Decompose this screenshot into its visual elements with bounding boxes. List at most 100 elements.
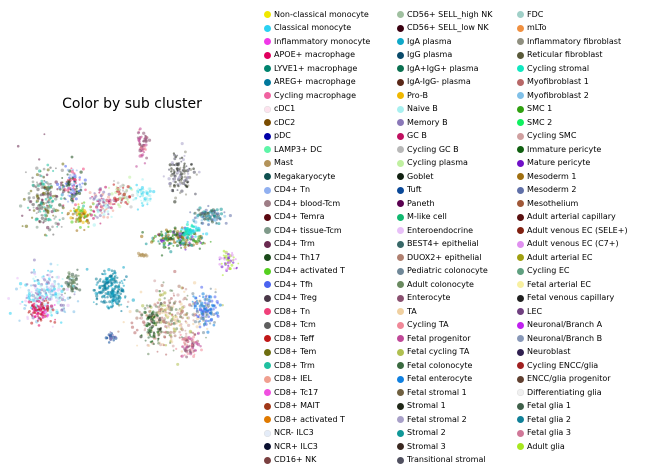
scatter-point (39, 312, 43, 316)
scatter-point (190, 304, 193, 308)
scatter-point (31, 304, 34, 307)
scatter-point (183, 354, 186, 357)
scatter-point (49, 166, 52, 169)
scatter-point (161, 289, 164, 292)
scatter-point (194, 227, 197, 230)
scatter-point (193, 320, 198, 324)
scatter-point (137, 131, 141, 134)
scatter-point (46, 225, 50, 230)
scatter-point (98, 191, 101, 194)
scatter-point (101, 287, 105, 291)
legend-item: Tuft (397, 184, 492, 198)
scatter-point (224, 256, 227, 259)
scatter-point (24, 304, 28, 307)
scatter-point (92, 210, 96, 213)
scatter-point (104, 287, 106, 290)
legend-label: CD4+ Tn (274, 185, 311, 195)
legend-item: APOE+ macrophage (264, 49, 370, 63)
scatter-point (35, 166, 39, 170)
scatter-point (70, 182, 73, 186)
scatter-point (170, 161, 174, 165)
scatter-point (149, 340, 153, 344)
scatter-point (180, 328, 184, 332)
scatter-point (139, 154, 142, 157)
scatter-point (70, 286, 74, 289)
scatter-point (198, 313, 201, 317)
scatter-point (52, 287, 56, 291)
legend-marker (397, 51, 404, 59)
scatter-point (102, 300, 105, 304)
scatter-point (49, 262, 53, 266)
legend-item: Adult venous EC (SELE+) (517, 224, 628, 238)
legend-label: CD8+ Tcm (274, 320, 316, 330)
scatter-point (36, 187, 40, 192)
scatter-point (64, 182, 68, 185)
scatter-point (144, 139, 148, 143)
legend-item: FDC (517, 8, 628, 22)
legend-item: CD8+ Tc17 (264, 386, 370, 400)
legend-label: CD8+ Teff (274, 333, 315, 343)
legend-marker (264, 105, 271, 113)
legend-marker (397, 362, 404, 370)
legend-marker (264, 240, 271, 248)
scatter-point (39, 301, 42, 303)
scatter-point (177, 162, 181, 165)
scatter-point (167, 311, 170, 315)
scatter-point (223, 211, 226, 214)
legend-item: CD4+ Th17 (264, 251, 370, 265)
legend-item: Adult venous EC (C7+) (517, 238, 628, 252)
scatter-point (20, 214, 24, 218)
scatter-point (38, 173, 42, 177)
scatter-point (21, 225, 24, 228)
scatter-point (139, 290, 143, 294)
scatter-point (145, 136, 149, 140)
legend-item: SMC 1 (517, 103, 628, 117)
scatter-point (61, 217, 65, 221)
scatter-point (105, 278, 109, 281)
scatter-point (81, 202, 84, 205)
legend-item: Stromal 3 (397, 440, 492, 454)
scatter-point (7, 297, 11, 300)
legend-label: Cycling TA (407, 320, 449, 330)
scatter-point (78, 183, 81, 186)
scatter-point (37, 211, 40, 213)
scatter-point (75, 187, 78, 190)
scatter-point (168, 168, 171, 171)
scatter-point (228, 267, 232, 271)
legend-item: Fetal stromal 1 (397, 386, 492, 400)
scatter-point (47, 217, 51, 221)
legend-label: APOE+ macrophage (274, 50, 356, 60)
scatter-point (49, 320, 52, 323)
scatter-point (101, 197, 105, 201)
legend-label: mLTo (527, 23, 547, 33)
scatter-point (170, 168, 174, 171)
legend-label: Stromal 1 (407, 401, 446, 411)
scatter-point (60, 308, 64, 312)
legend-label: Paneth (407, 198, 435, 208)
legend-label: SMC 1 (527, 104, 553, 114)
scatter-point (214, 290, 217, 294)
scatter-point (203, 212, 207, 216)
scatter-point (38, 297, 41, 300)
scatter-point (39, 182, 42, 186)
scatter-point (174, 180, 177, 184)
scatter-point (74, 203, 77, 207)
scatter-point (61, 162, 65, 166)
scatter-point (167, 238, 171, 241)
scatter-point (75, 277, 78, 280)
scatter-point (67, 271, 71, 275)
scatter-point (30, 301, 33, 303)
scatter-point (157, 311, 162, 316)
scatter-point (144, 242, 148, 246)
legend-item: Fetal cycling TA (397, 346, 492, 360)
legend-marker (517, 375, 524, 383)
scatter-point (27, 191, 31, 195)
scatter-point (117, 330, 120, 333)
scatter-point (46, 195, 50, 199)
scatter-point (111, 272, 115, 276)
legend-label: CD8+ MAIT (274, 401, 320, 411)
legend-item: Mesoderm 2 (517, 184, 628, 198)
scatter-point (172, 292, 175, 295)
scatter-point (146, 203, 149, 206)
scatter-point (170, 170, 173, 173)
